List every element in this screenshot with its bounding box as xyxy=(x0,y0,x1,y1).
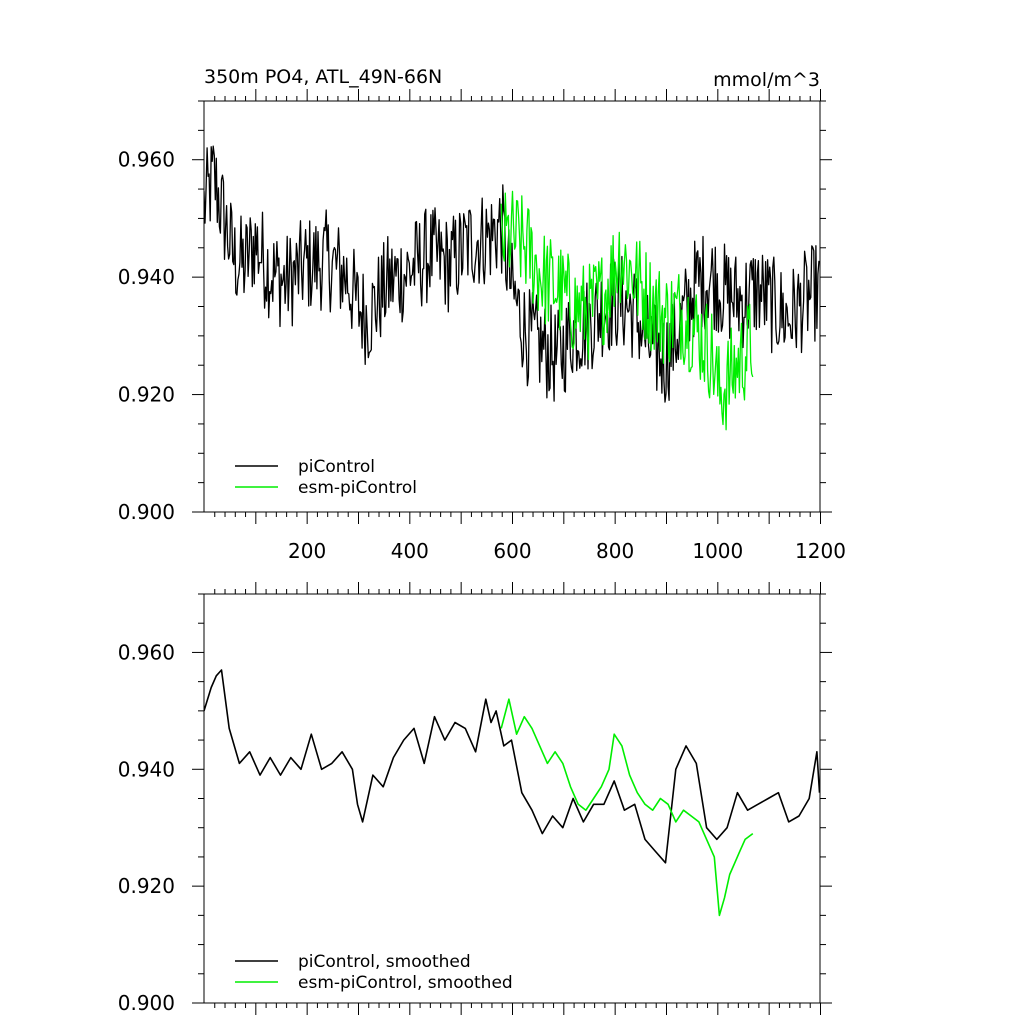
y-tick-label: 0.920 xyxy=(118,383,175,407)
y-tick-labels: 0.900 0.920 0.940 0.960 xyxy=(118,148,175,524)
legend: piControl esm-piControl xyxy=(235,457,417,498)
y-tick-label: 0.960 xyxy=(118,148,175,172)
y-tick-label: 0.900 xyxy=(118,991,175,1015)
plot-frame xyxy=(203,593,821,1004)
series-line-picontrol xyxy=(204,145,820,403)
y-tick-labels: 0.900 0.920 0.940 0.960 xyxy=(118,640,175,1015)
legend-label-esm-piControl-smoothed: esm-piControl, smoothed xyxy=(298,973,513,993)
legend-label-piControl: piControl xyxy=(298,457,375,477)
x-tick-label: 400 xyxy=(391,539,429,563)
x-tick-label: 200 xyxy=(288,539,326,563)
bottom-panel: 0.900 0.920 0.940 0.960 piControl, smoothed… xyxy=(118,582,832,1015)
legend: piControl, smoothed esm-piControl, smoot… xyxy=(235,952,513,993)
x-tick-labels: 200 400 600 800 1000 1200 xyxy=(288,539,846,563)
axis-ticks xyxy=(192,582,832,1015)
y-tick-label: 0.940 xyxy=(118,757,175,781)
plot-frame xyxy=(203,100,821,513)
x-tick-label: 1200 xyxy=(795,539,846,563)
plot-lines xyxy=(204,669,820,917)
top-panel: 350m PO4, ATL_49N-66N mmol/m^3 0.900 0.92… xyxy=(118,66,846,563)
legend-label-esm-piControl: esm-piControl xyxy=(298,478,417,498)
axis-ticks xyxy=(192,89,832,524)
series-line-esm-picontrol xyxy=(500,190,754,431)
series-line-picontrol-smoothed xyxy=(204,669,820,864)
y-tick-label: 0.900 xyxy=(118,500,175,524)
y-tick-label: 0.960 xyxy=(118,640,175,664)
units-label: mmol/m^3 xyxy=(713,69,820,91)
x-tick-label: 800 xyxy=(596,539,634,563)
y-tick-label: 0.920 xyxy=(118,874,175,898)
x-tick-label: 600 xyxy=(493,539,531,563)
legend-label-piControl-smoothed: piControl, smoothed xyxy=(298,952,471,972)
series-line-esm-picontrol-smoothed xyxy=(500,698,754,917)
plot-lines xyxy=(204,145,820,431)
x-tick-label: 1000 xyxy=(692,539,743,563)
y-tick-label: 0.940 xyxy=(118,265,175,289)
chart-title: 350m PO4, ATL_49N-66N xyxy=(204,66,442,88)
